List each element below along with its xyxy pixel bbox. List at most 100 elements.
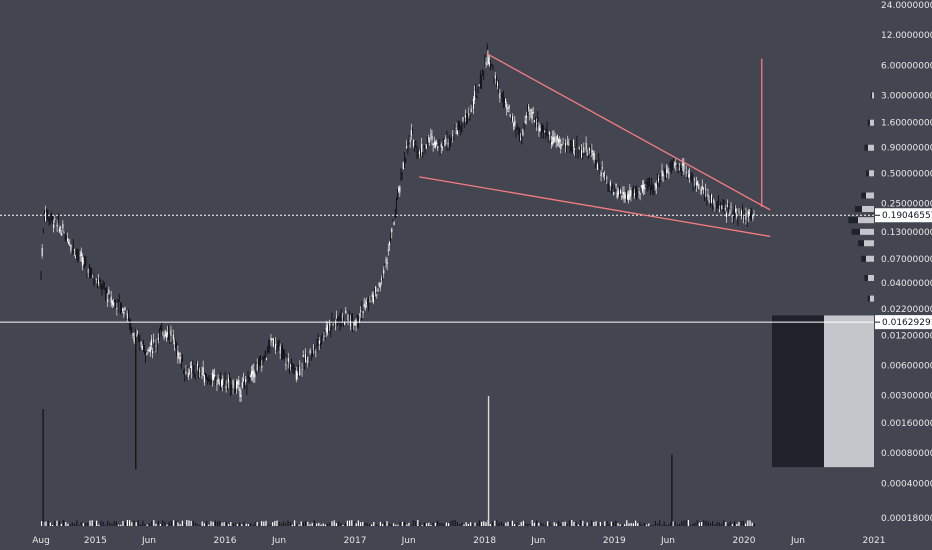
candle-body [725, 213, 727, 217]
candle-body [600, 172, 602, 177]
candle-body [213, 374, 215, 381]
candle-body [200, 371, 202, 376]
volume-bar [192, 520, 194, 526]
candle-body [155, 345, 157, 347]
time-axis[interactable]: Aug 2015 Jun 2016 Jun 2017 Jun 2018 Jun 2019 Jun 20… [32, 536, 885, 546]
candle-body [517, 129, 519, 131]
candle-body [217, 378, 219, 383]
volume-bar [692, 523, 694, 526]
candle-body [383, 270, 385, 274]
candle-body [264, 351, 266, 358]
volume-bar [126, 520, 128, 526]
candle-body [446, 137, 448, 146]
candle-body [378, 282, 380, 286]
volume-bar [93, 522, 95, 526]
candle-body [163, 336, 165, 338]
candle-body [731, 216, 733, 218]
candle-body [49, 220, 51, 223]
volume-bar [111, 523, 113, 526]
candle-body [132, 333, 134, 336]
volume-bar [146, 524, 148, 526]
candle-body [43, 213, 46, 219]
volume-bar [170, 520, 172, 526]
volume-bar [727, 523, 729, 526]
candle-body [728, 204, 730, 208]
candle-body [224, 377, 226, 382]
candle-body [523, 124, 525, 128]
volume-bar [731, 524, 733, 526]
candle-body [62, 224, 64, 229]
candle-body [121, 304, 123, 308]
candle-body [114, 300, 116, 302]
volume-bar [49, 522, 51, 526]
candle-body [292, 364, 294, 370]
candle-body [280, 349, 282, 356]
candle-body [733, 211, 736, 218]
candle-body [719, 210, 721, 212]
volume-bar [745, 523, 747, 526]
candle-body [623, 192, 625, 199]
candle-body [305, 354, 307, 363]
candle-body [604, 174, 606, 176]
candle-body [296, 373, 299, 376]
volume-bar [82, 523, 84, 526]
candle-body [684, 170, 686, 172]
volume-bar [470, 522, 472, 526]
volume-bar [430, 524, 432, 526]
candle-body [512, 116, 514, 121]
candle-body [535, 118, 537, 126]
candle-body [154, 344, 156, 349]
candle-body [453, 134, 455, 139]
candle-body [421, 143, 423, 153]
candle-body [422, 152, 424, 155]
candle-body [150, 339, 152, 346]
candle-body [408, 140, 410, 144]
candle-body [530, 109, 532, 112]
candle-body [156, 346, 158, 348]
candle-body [326, 324, 328, 333]
candle-body [46, 211, 48, 219]
candle-body [329, 323, 331, 326]
price-levels[interactable] [0, 214, 874, 323]
candle-body [618, 192, 621, 196]
candle-body [180, 361, 182, 367]
candle-body [218, 382, 220, 385]
candle-body [328, 326, 330, 332]
trend-line-lower-wedge[interactable] [419, 176, 771, 238]
price-tick-label: 0.00600000 [881, 362, 932, 372]
candle-body [56, 224, 58, 227]
candle-body [532, 111, 534, 113]
volume-bar [175, 520, 177, 526]
candle-body [236, 381, 238, 389]
candle-body [400, 172, 402, 177]
candle-body [133, 337, 135, 343]
volume-bar [518, 524, 520, 526]
trend-lines[interactable] [419, 53, 771, 238]
candle-body [369, 301, 371, 303]
candle-body [713, 199, 715, 203]
volume-bar [657, 523, 659, 526]
candle-body [147, 349, 149, 351]
candle-body [241, 382, 243, 388]
candle-body [81, 257, 83, 266]
candle-body [608, 187, 610, 189]
volume-bar [571, 520, 573, 526]
candle-body [385, 259, 387, 262]
volume-bar [71, 522, 73, 526]
candle-body [257, 365, 259, 371]
time-tick-label: 2016 [214, 536, 237, 546]
volume-bar [212, 521, 214, 526]
candle-body [576, 142, 578, 144]
candle-body [541, 127, 543, 132]
candle-body [367, 299, 369, 304]
candle-body [69, 244, 71, 246]
candle-body [66, 238, 69, 242]
candle-body [78, 252, 80, 255]
candle-body [495, 77, 497, 85]
candle-body [340, 313, 342, 322]
price-axis[interactable]: 24.00000000 12.00000000 6.00000000 3.000000… [881, 1, 932, 524]
trend-line-upper-wedge[interactable] [486, 53, 771, 211]
volume-profile-row [860, 228, 874, 235]
candle-body [449, 138, 451, 141]
